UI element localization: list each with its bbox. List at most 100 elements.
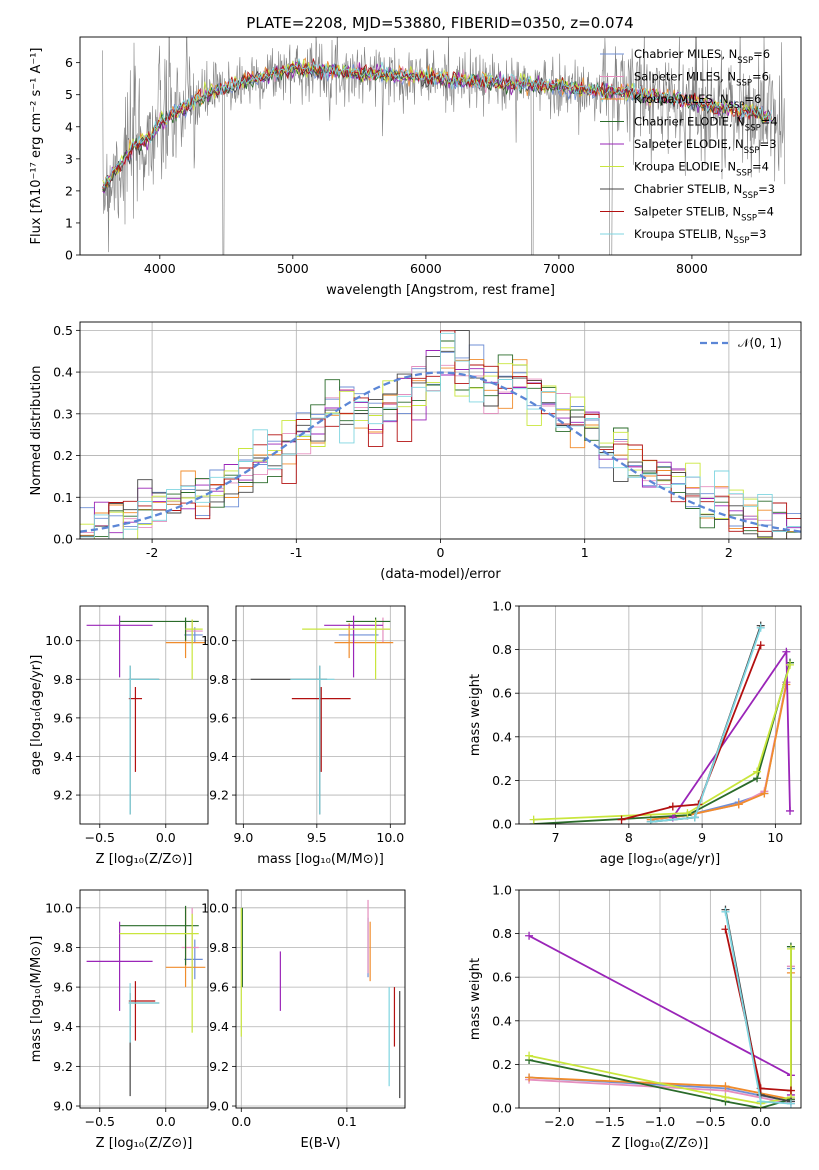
x-tick-label: −0.5 [85, 830, 115, 845]
y-tick-label: 0.5 [53, 323, 73, 338]
y-tick-label: 0.0 [492, 1101, 512, 1116]
series-marker [756, 623, 765, 632]
y-tick-label: 9.8 [209, 940, 229, 955]
plot-area [236, 606, 405, 824]
y-tick-label: 9.4 [209, 749, 229, 764]
y-tick-label: 0.8 [492, 926, 512, 941]
legend-subscript: SSP [737, 56, 753, 66]
y-tick-label: 9.0 [53, 1099, 73, 1114]
x-tick-label: −0.5 [695, 1114, 725, 1129]
x-tick-label: -1 [290, 545, 302, 560]
y-tick-label: 0.6 [492, 970, 512, 985]
x-tick-label: 0.1 [337, 1114, 357, 1129]
x-axis-label: Z [log₁₀(Z/Z⊙)] [612, 1136, 709, 1151]
x-tick-label: −0.5 [85, 1114, 115, 1129]
x-tick-label: −1.0 [645, 1114, 675, 1129]
plot-area [80, 606, 208, 824]
series-marker [617, 815, 626, 824]
x-tick-label: 2 [725, 545, 733, 560]
x-tick-label: 0.0 [231, 1114, 251, 1129]
legend-nssp: =4 [757, 205, 774, 219]
series-marker [734, 800, 743, 809]
series-marker [760, 789, 769, 798]
y-tick-label: 10.0 [201, 900, 229, 915]
series-marker [525, 1051, 534, 1060]
model-spectrum-line [102, 63, 772, 193]
y-tick-label: 0.0 [492, 817, 512, 832]
x-tick-label: 0.0 [156, 830, 176, 845]
series-marker [529, 815, 538, 824]
model-spectrum-line [102, 58, 772, 189]
series-line [533, 664, 791, 821]
axes-frame [518, 889, 802, 1109]
x-tick-label: 10 [767, 830, 783, 845]
x-tick-label: 10.0 [376, 830, 404, 845]
x-axis-label: age [log₁₀(age/yr)] [600, 852, 721, 867]
y-tick-label: 9.0 [209, 1099, 229, 1114]
y-tick-label: 0.3 [53, 406, 73, 421]
y-tick-label: 0.4 [492, 729, 512, 744]
axes-frame [235, 605, 406, 825]
y-tick-label: 2 [65, 183, 73, 198]
y-tick-label: 9.2 [209, 788, 229, 803]
series-marker [721, 1082, 730, 1091]
y-tick-label: 9.8 [209, 672, 229, 687]
y-tick-label: 0.4 [492, 1013, 512, 1028]
y-tick-label: 0.1 [53, 490, 73, 505]
axes-frame [79, 321, 802, 540]
plot-area [236, 890, 405, 1108]
x-tick-label: 5000 [277, 261, 309, 276]
x-tick-label: 1 [581, 545, 589, 560]
axes-frame [79, 889, 209, 1109]
series-marker [756, 1097, 765, 1106]
series-marker [668, 802, 677, 811]
legend-subscript: SSP [741, 214, 757, 224]
axes-frame [518, 605, 802, 825]
y-tick-label: 10.0 [201, 633, 229, 648]
legend-nssp: =4 [761, 115, 778, 129]
y-tick-label: 0.2 [492, 773, 512, 788]
x-tick-label: 7 [552, 830, 560, 845]
series-marker [786, 660, 795, 669]
panel-mass_vs_z: −0.5 0.0 9.0 9.2 9.4 9.6 9.8 10.0 Z [log₁₀(Z/Z⊙)… [29, 889, 209, 1151]
x-tick-label: -2 [146, 545, 158, 560]
x-tick-label: 0 [437, 545, 445, 560]
x-axis-label: mass [log₁₀(M/M⊙)] [257, 852, 384, 867]
series-marker [786, 944, 795, 953]
y-tick-label: 6 [65, 55, 73, 70]
x-tick-label: 9.5 [307, 830, 327, 845]
y-tick-label: 0.8 [492, 642, 512, 657]
x-tick-label: −2.0 [544, 1114, 574, 1129]
series-marker [721, 907, 730, 916]
x-tick-label: 4000 [144, 261, 176, 276]
series-marker [721, 1093, 730, 1102]
y-tick-label: 1.0 [492, 599, 512, 614]
x-tick-label: 8 [625, 830, 633, 845]
series-marker [782, 647, 791, 656]
y-tick-label: 0.4 [53, 365, 73, 380]
legend-subscript: SSP [744, 146, 760, 156]
legend-nssp: =3 [749, 227, 766, 241]
y-axis-label: mass weight [468, 958, 483, 1040]
legend-nssp: =3 [760, 137, 777, 151]
series-marker [753, 767, 762, 776]
y-axis-label: Normed distribution [29, 366, 44, 496]
y-tick-label: 4 [65, 119, 73, 134]
figure-title: PLATE=2208, MJD=53880, FIBERID=0350, z=0… [246, 14, 633, 32]
normal-curve [80, 371, 801, 533]
legend-subscript: SSP [729, 101, 745, 111]
legend-nssp: =6 [752, 70, 769, 84]
y-tick-label: 9.8 [53, 672, 73, 687]
series-marker [690, 813, 699, 822]
series-marker [683, 809, 692, 818]
legend-nssp: =6 [744, 92, 761, 106]
y-tick-label: 0.2 [492, 1057, 512, 1072]
x-axis-label: Z [log₁₀(Z/Z⊙)] [96, 852, 193, 867]
series-marker [756, 641, 765, 650]
plot-area [102, 37, 786, 255]
y-tick-label: 3 [65, 151, 73, 166]
plot-area [80, 322, 801, 539]
x-tick-label: 0.0 [156, 1114, 176, 1129]
y-axis-label: mass [log₁₀(M/M⊙)] [29, 936, 44, 1063]
